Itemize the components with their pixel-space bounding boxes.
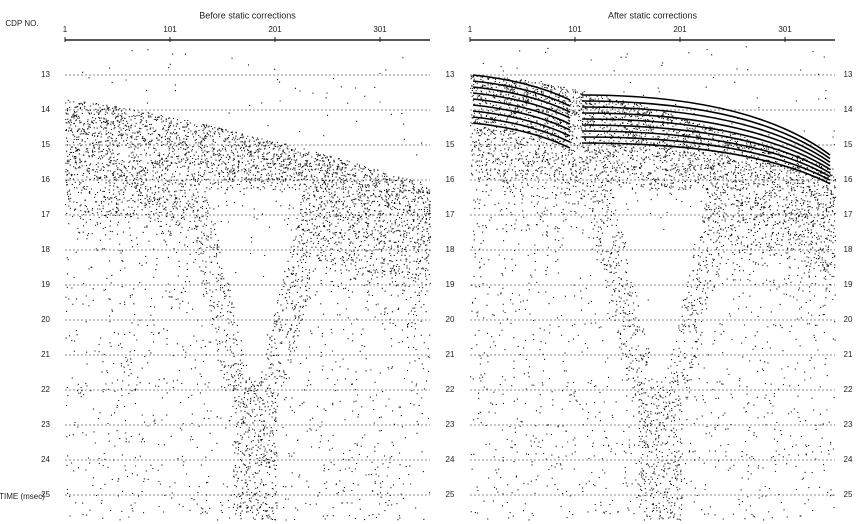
time-tick-label: 22 (41, 385, 50, 394)
time-tick-label: 17 (844, 210, 853, 219)
time-tick-label: 23 (446, 420, 455, 429)
time-tick-label: 21 (844, 350, 853, 359)
time-label: TIME (msec) (0, 492, 45, 501)
axis-label: CDP NO. (5, 19, 38, 28)
time-tick-label: 18 (844, 245, 853, 254)
time-tick-label: 14 (844, 105, 853, 114)
time-tick-label: 17 (41, 210, 50, 219)
time-tick-label: 22 (446, 385, 455, 394)
time-tick-label: 22 (844, 385, 853, 394)
time-tick-label: 15 (844, 140, 853, 149)
time-tick-label: 14 (41, 105, 50, 114)
seismic-texture (470, 46, 837, 521)
time-tick-label: 25 (41, 490, 50, 499)
time-tick-label: 13 (844, 70, 853, 79)
time-tick-label: 21 (41, 350, 50, 359)
time-tick-label: 15 (446, 140, 455, 149)
cdp-tick-label: 201 (268, 25, 282, 34)
time-tick-label: 25 (844, 490, 853, 499)
cdp-tick-label: 101 (568, 25, 582, 34)
cdp-tick-label: 301 (373, 25, 387, 34)
time-tick-label: 19 (41, 280, 50, 289)
panel-title: Before static corrections (199, 10, 296, 20)
time-tick-label: 20 (446, 315, 455, 324)
time-tick-label: 24 (844, 455, 853, 464)
time-tick-label: 23 (844, 420, 853, 429)
seismic-texture (65, 49, 431, 521)
time-tick-label: 18 (446, 245, 455, 254)
panel-title: After static corrections (608, 10, 698, 20)
time-tick-label: 13 (446, 70, 455, 79)
cdp-tick-label: 301 (778, 25, 792, 34)
time-tick-label: 16 (446, 175, 455, 184)
time-tick-label: 19 (446, 280, 455, 289)
time-tick-label: 14 (446, 105, 455, 114)
reflectors (472, 74, 831, 185)
time-tick-label: 15 (41, 140, 50, 149)
cdp-tick-label: 201 (673, 25, 687, 34)
time-tick-label: 13 (41, 70, 50, 79)
time-tick-label: 18 (41, 245, 50, 254)
cdp-tick-label: 101 (163, 25, 177, 34)
cdp-tick-label: 1 (468, 25, 473, 34)
time-tick-label: 21 (446, 350, 455, 359)
time-tick-label: 25 (446, 490, 455, 499)
time-tick-label: 17 (446, 210, 455, 219)
time-tick-label: 23 (41, 420, 50, 429)
time-tick-label: 16 (41, 175, 50, 184)
time-tick-label: 24 (446, 455, 455, 464)
cdp-tick-label: 1 (63, 25, 68, 34)
time-tick-label: 19 (844, 280, 853, 289)
time-tick-label: 20 (844, 315, 853, 324)
time-tick-label: 24 (41, 455, 50, 464)
time-tick-label: 20 (41, 315, 50, 324)
time-tick-label: 16 (844, 175, 853, 184)
